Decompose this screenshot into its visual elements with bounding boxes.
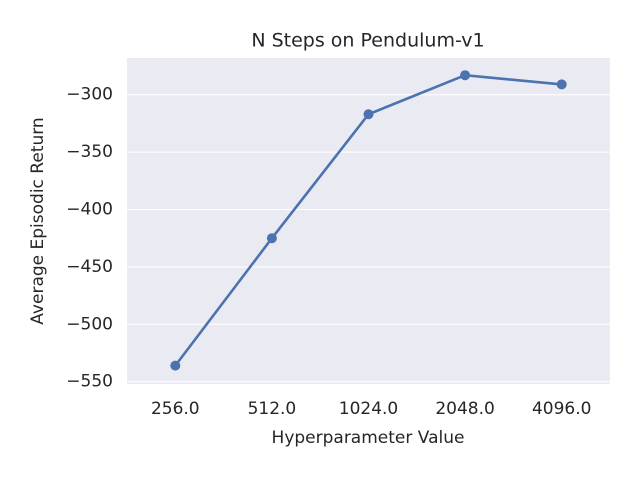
chart-title: N Steps on Pendulum-v1 (251, 30, 484, 52)
y-tick-label: −500 (66, 314, 113, 334)
x-tick-label: 512.0 (248, 399, 297, 419)
y-tick-label: −400 (66, 200, 113, 220)
point (556, 79, 567, 90)
point (170, 360, 181, 371)
x-tick-label: 2048.0 (435, 399, 494, 419)
y-tick-label: −300 (66, 85, 113, 105)
y-tick-label: −550 (66, 372, 113, 392)
point (460, 70, 471, 81)
point (266, 233, 277, 244)
x-tick-label: 1024.0 (339, 399, 398, 419)
x-tick-label: 256.0 (151, 399, 200, 419)
y-axis-label: Average Episodic Return (28, 117, 48, 324)
y-tick-label: −450 (66, 257, 113, 277)
x-axis-label: Hyperparameter Value (272, 428, 465, 448)
x-tick-label: 4096.0 (532, 399, 591, 419)
point (363, 109, 374, 120)
y-tick-label: −350 (66, 142, 113, 162)
